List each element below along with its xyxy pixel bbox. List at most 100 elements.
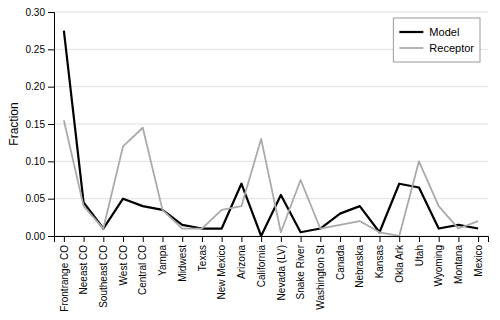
tick: 0.10: [26, 156, 54, 167]
legend-label: Receptor: [429, 42, 474, 54]
chart: 0.00 0.05 0.10 0.15 0.20 0.25 0.30 Frontrange C…: [0, 0, 500, 320]
series-line: [64, 120, 478, 236]
tick-label: 0.00: [26, 231, 46, 242]
tick-label: Canada: [335, 245, 346, 280]
grid-line: [54, 124, 488, 125]
tick: Wyoming: [433, 236, 444, 287]
tick-mark: [301, 236, 302, 242]
legend-swatch: [399, 47, 423, 49]
tick-mark: [478, 236, 479, 242]
tick: California: [256, 236, 267, 287]
tick: Neeast CO: [78, 236, 89, 294]
tick: Yampa: [157, 236, 168, 276]
tick-mark: [222, 236, 223, 242]
tick-label: Arizona: [236, 245, 247, 279]
tick-label: Kansas: [374, 245, 385, 278]
tick-mark: [380, 236, 381, 242]
x-axis: Frontrange CO Neeast CO Southeast CO West C…: [55, 236, 489, 312]
tick-mark: [458, 236, 459, 242]
tick: Mexico: [473, 236, 484, 277]
tick: Frontrange CO: [59, 236, 70, 312]
tick-label: Montana: [453, 245, 464, 284]
tick-label: California: [256, 245, 267, 288]
y-axis: 0.00 0.05 0.10 0.15 0.20 0.25 0.30: [26, 7, 55, 242]
legend-label: Model: [429, 26, 459, 38]
tick-label: 0.10: [26, 156, 46, 167]
tick: 0.30: [26, 7, 54, 18]
tick: Utah: [414, 236, 425, 266]
legend-swatch: [399, 31, 423, 33]
tick: Okla Ark: [394, 236, 405, 283]
tick-mark: [84, 236, 85, 242]
tick: Arizona: [236, 236, 247, 279]
tick-mark: [48, 12, 54, 13]
tick: New Mexico: [216, 236, 227, 299]
tick: Montana: [453, 236, 464, 284]
tick: Washington St: [315, 236, 326, 310]
tick: 0.05: [26, 193, 54, 204]
tick-mark: [48, 124, 54, 125]
tick-mark: [48, 87, 54, 88]
grid-line: [54, 198, 488, 199]
tick: Nevada (LV): [276, 236, 287, 300]
tick: 0.20: [26, 81, 54, 92]
tick-mark: [419, 236, 420, 242]
tick-mark: [202, 236, 203, 242]
tick-mark: [103, 236, 104, 242]
tick: Texas: [197, 236, 208, 271]
tick-label: Yampa: [157, 245, 168, 276]
tick-mark: [182, 236, 183, 242]
tick-mark: [320, 236, 321, 242]
tick-mark: [163, 236, 164, 242]
tick: Nebraska: [354, 236, 365, 288]
tick-label: Washington St: [315, 245, 326, 310]
tick-mark: [48, 199, 54, 200]
tick-label: Nevada (LV): [276, 245, 287, 300]
tick: Kansas: [374, 236, 385, 278]
tick-label: Frontrange CO: [59, 245, 70, 312]
tick-label: Texas: [197, 245, 208, 271]
tick-mark: [360, 236, 361, 242]
grid-line: [54, 12, 488, 13]
tick-mark: [48, 161, 54, 162]
tick-mark: [439, 236, 440, 242]
tick-label: Snake River: [295, 244, 306, 299]
plot: 0.00 0.05 0.10 0.15 0.20 0.25 0.30 Frontrange C…: [26, 7, 489, 312]
tick-mark: [48, 49, 54, 50]
tick-label: Okla Ark: [394, 244, 405, 283]
tick-label: Southeast CO: [98, 245, 109, 308]
grid: [54, 12, 488, 236]
tick: 0.00: [26, 231, 54, 242]
tick-mark: [340, 236, 341, 242]
tick-mark: [281, 236, 282, 242]
legend: Model Receptor: [393, 18, 480, 62]
axis-line: [55, 237, 489, 243]
tick-mark: [143, 236, 144, 242]
tick-label: Central CO: [137, 245, 148, 295]
tick-label: Mexico: [473, 245, 484, 277]
tick-mark: [48, 236, 54, 237]
tick-label: New Mexico: [216, 245, 227, 300]
tick: West CO: [118, 236, 129, 285]
tick-label: Midwest: [177, 245, 188, 282]
tick: Midwest: [177, 236, 188, 282]
tick-mark: [261, 236, 262, 242]
tick-label: 0.20: [26, 81, 46, 92]
tick: Central CO: [137, 236, 148, 295]
tick: 0.25: [26, 44, 54, 55]
tick-label: West CO: [118, 245, 129, 286]
tick-mark: [241, 236, 242, 242]
tick-mark: [123, 236, 124, 242]
tick-label: 0.30: [26, 7, 46, 18]
tick-label: Wyoming: [433, 245, 444, 287]
tick-label: 0.25: [26, 44, 46, 55]
tick-label: Utah: [414, 245, 425, 266]
tick-label: 0.05: [26, 193, 46, 204]
legend-box: [393, 18, 480, 62]
tick-mark: [64, 236, 65, 242]
tick: Canada: [335, 236, 346, 280]
tick-label: 0.15: [26, 119, 46, 130]
tick: Snake River: [295, 236, 306, 299]
tick: Southeast CO: [98, 236, 109, 308]
grid-line: [54, 86, 488, 87]
